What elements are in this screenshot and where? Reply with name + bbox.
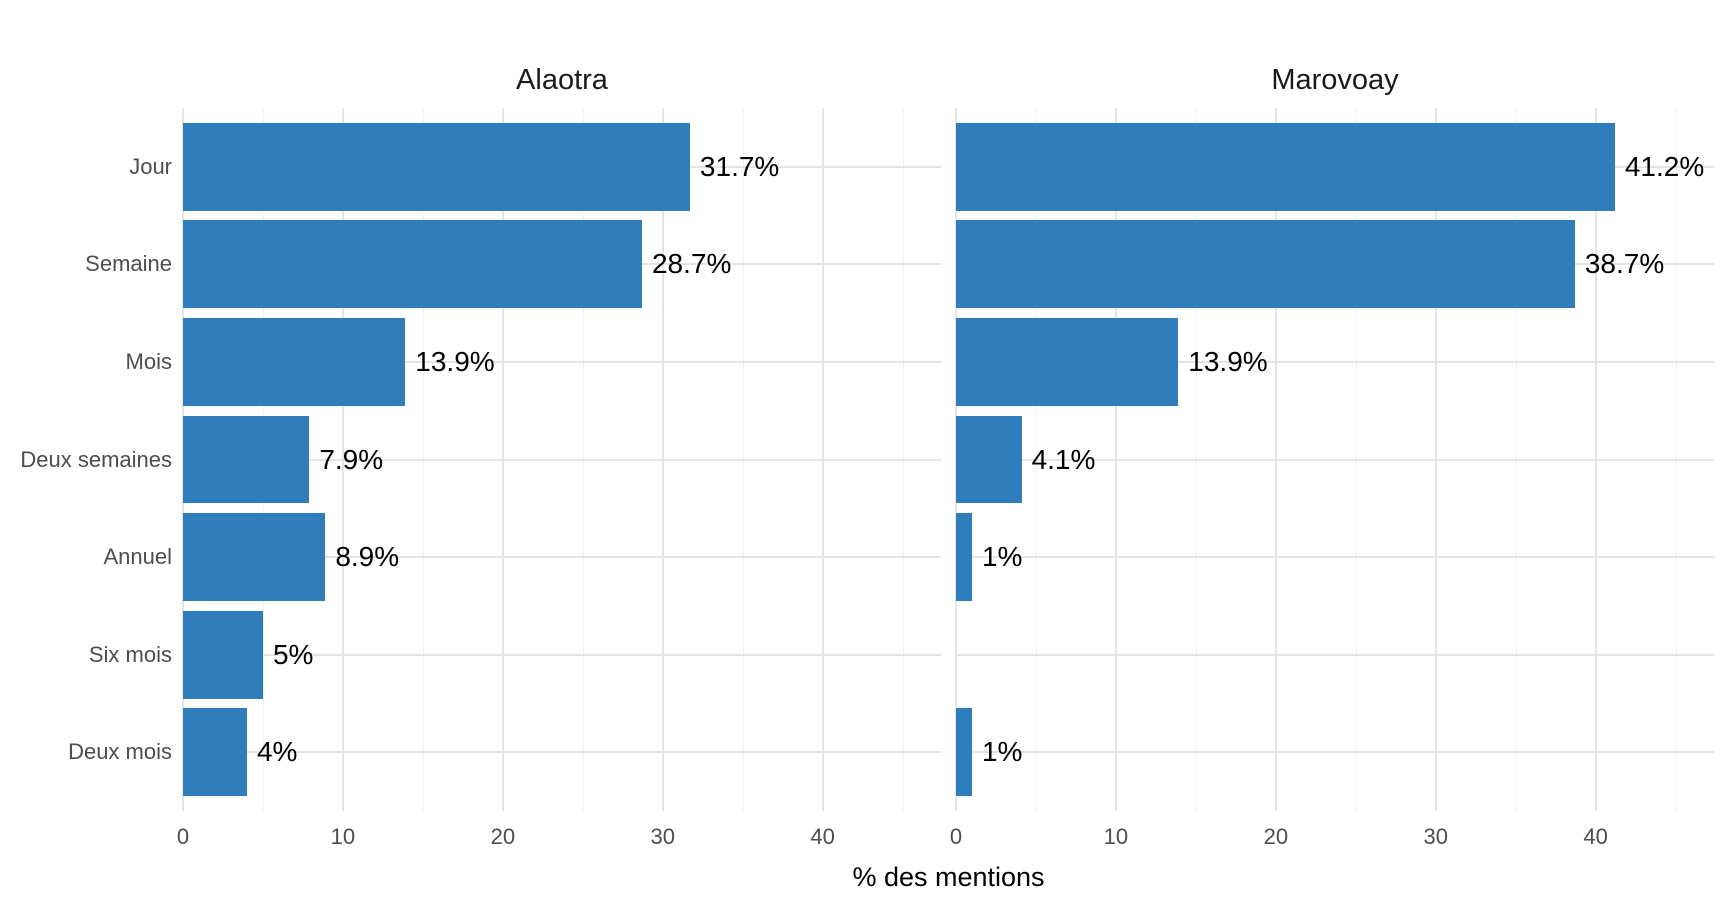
gridline-row-mois — [183, 360, 941, 363]
gridline-row-deux-semaines — [956, 458, 1714, 461]
gridline-row-deux-mois — [956, 751, 1714, 754]
value-label-alaotra-deux-mois: 4% — [256, 736, 298, 768]
value-label-alaotra-jour: 31.7% — [699, 150, 780, 182]
gridline-row-six-mois — [956, 653, 1714, 656]
gridline-row-six-mois — [183, 653, 941, 656]
x-tick-alaotra-20: 20 — [490, 824, 516, 849]
value-label-alaotra-deux-semaines: 7.9% — [319, 443, 384, 475]
gridline-row-annuel — [956, 556, 1714, 559]
bar-alaotra-six-mois — [183, 610, 263, 699]
category-label-jour: Jour — [129, 153, 172, 179]
gridline-row-deux-semaines — [183, 458, 941, 461]
value-label-marovoay-annuel: 1% — [981, 541, 1023, 573]
x-tick-marovoay-40: 40 — [1583, 824, 1608, 849]
bar-marovoay-semaine — [956, 220, 1575, 309]
gridline-row-annuel — [183, 556, 941, 559]
bar-alaotra-deux-semaines — [183, 415, 310, 504]
bar-marovoay-deux-mois — [956, 708, 972, 797]
category-label-deux-semaines: Deux semaines — [20, 446, 172, 472]
x-tick-alaotra-40: 40 — [810, 824, 835, 849]
gridline-row-deux-mois — [183, 751, 941, 754]
value-label-marovoay-semaine: 38.7% — [1584, 248, 1665, 280]
value-label-alaotra-semaine: 28.7% — [651, 248, 732, 280]
category-label-annuel: Annuel — [103, 544, 172, 570]
value-label-alaotra-mois: 13.9% — [415, 345, 495, 377]
category-label-six-mois: Six mois — [88, 641, 172, 667]
value-label-marovoay-deux-semaines: 4.1% — [1031, 443, 1096, 475]
category-label-mois: Mois — [125, 348, 172, 374]
x-tick-alaotra-30: 30 — [650, 824, 675, 849]
bar-alaotra-mois — [183, 317, 406, 406]
gridline-row-mois — [956, 360, 1714, 363]
x-tick-marovoay-10: 10 — [1103, 824, 1129, 849]
value-label-alaotra-six-mois: 5% — [272, 638, 314, 670]
category-label-semaine: Semaine — [85, 251, 172, 277]
x-tick-alaotra-10: 10 — [330, 824, 356, 849]
value-label-marovoay-mois: 13.9% — [1188, 345, 1268, 377]
value-label-alaotra-annuel: 8.9% — [335, 541, 400, 573]
facet-title-marovoay: Marovoay — [1271, 64, 1399, 96]
x-axis-title: % des mentions — [852, 862, 1045, 892]
x-tick-marovoay-0: 0 — [949, 824, 963, 849]
value-label-marovoay-deux-mois: 1% — [981, 736, 1023, 768]
value-label-marovoay-jour: 41.2% — [1624, 150, 1705, 182]
bar-marovoay-annuel — [956, 513, 972, 602]
x-tick-marovoay-30: 30 — [1423, 824, 1448, 849]
bar-alaotra-deux-mois — [183, 708, 247, 797]
panel-alaotra: 31.7% 28.7% 13.9% 7.9% 8.9% 5% 4% — [182, 108, 941, 811]
panel-marovoay: 41.2% 38.7% 13.9% 4.1% 1% 1% — [955, 108, 1714, 811]
bar-alaotra-jour — [183, 122, 690, 211]
facet-title-alaotra: Alaotra — [516, 64, 608, 96]
x-tick-alaotra-0: 0 — [176, 824, 190, 849]
bar-alaotra-annuel — [183, 513, 326, 602]
bar-marovoay-mois — [956, 317, 1179, 406]
bar-marovoay-jour — [956, 122, 1615, 211]
bar-marovoay-deux-semaines — [956, 415, 1022, 504]
category-label-deux-mois: Deux mois — [68, 739, 172, 765]
bar-alaotra-semaine — [183, 220, 642, 309]
x-tick-marovoay-20: 20 — [1263, 824, 1289, 849]
